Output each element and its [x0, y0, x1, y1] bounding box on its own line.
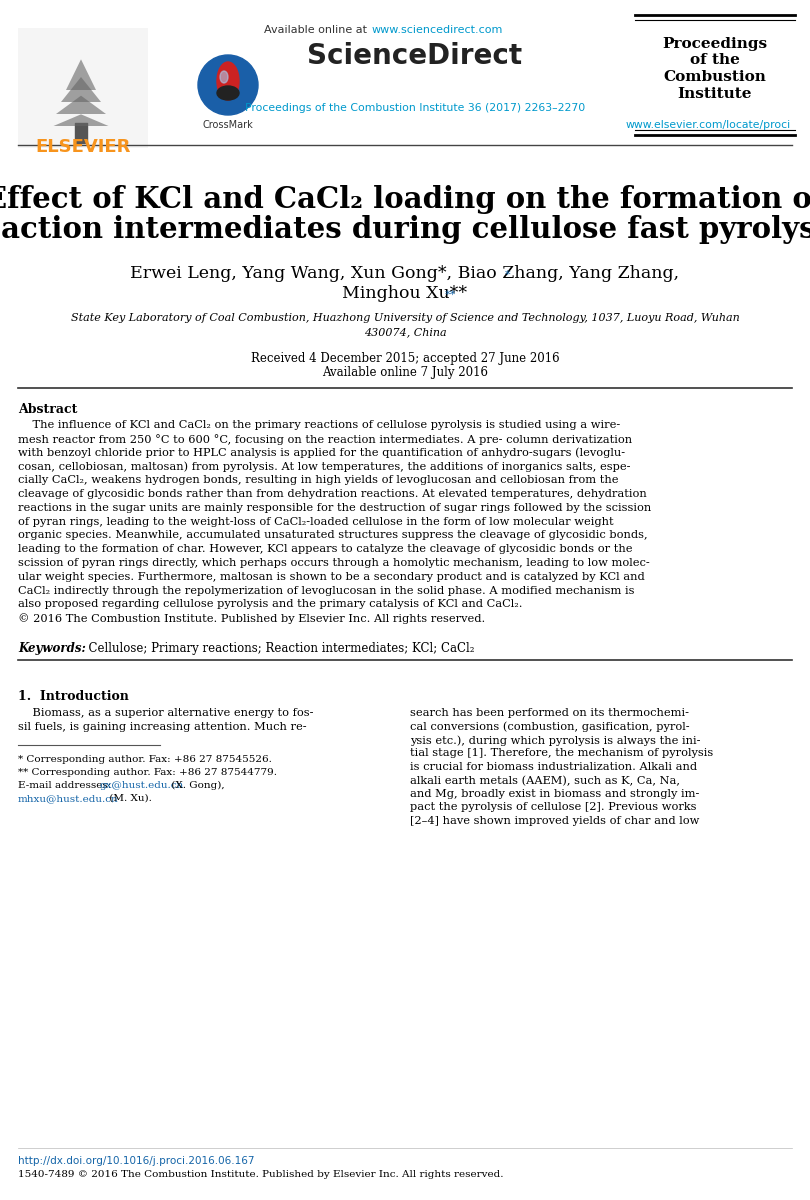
Text: of the: of the	[690, 53, 740, 67]
Text: The influence of KCl and CaCl₂ on the primary reactions of cellulose pyrolysis i: The influence of KCl and CaCl₂ on the pr…	[18, 420, 620, 430]
Polygon shape	[66, 59, 96, 90]
Text: ScienceDirect: ScienceDirect	[308, 42, 522, 70]
Text: Proceedings: Proceedings	[663, 37, 768, 50]
Text: [2–4] have shown improved yields of char and low: [2–4] have shown improved yields of char…	[410, 816, 699, 826]
Text: CaCl₂ indirectly through the repolymerization of levoglucosan in the solid phase: CaCl₂ indirectly through the repolymeriz…	[18, 586, 634, 595]
Text: Combustion: Combustion	[663, 70, 766, 84]
Text: Effect of KCl and CaCl₂ loading on the formation of: Effect of KCl and CaCl₂ loading on the f…	[0, 185, 810, 214]
Text: search has been performed on its thermochemi-: search has been performed on its thermoc…	[410, 708, 689, 718]
Text: alkali earth metals (AAEM), such as K, Ca, Na,: alkali earth metals (AAEM), such as K, C…	[410, 775, 680, 786]
Text: http://dx.doi.org/10.1016/j.proci.2016.06.167: http://dx.doi.org/10.1016/j.proci.2016.0…	[18, 1156, 254, 1166]
Text: Minghou Xu**: Minghou Xu**	[343, 284, 467, 302]
Text: **: **	[445, 290, 455, 300]
Text: pact the pyrolysis of cellulose [2]. Previous works: pact the pyrolysis of cellulose [2]. Pre…	[410, 803, 697, 812]
Ellipse shape	[220, 71, 228, 83]
Text: reaction intermediates during cellulose fast pyrolysis: reaction intermediates during cellulose …	[0, 215, 810, 244]
Text: (X. Gong),: (X. Gong),	[168, 781, 224, 790]
Text: gx@hust.edu.cn: gx@hust.edu.cn	[100, 781, 184, 790]
Text: CrossMark: CrossMark	[202, 120, 254, 130]
Text: E-mail addresses:: E-mail addresses:	[18, 781, 114, 790]
FancyBboxPatch shape	[18, 28, 148, 148]
Text: sil fuels, is gaining increasing attention. Much re-: sil fuels, is gaining increasing attenti…	[18, 721, 307, 732]
Text: Cellulose; Primary reactions; Reaction intermediates; KCl; CaCl₂: Cellulose; Primary reactions; Reaction i…	[81, 642, 475, 655]
Text: and Mg, broadly exist in biomass and strongly im-: and Mg, broadly exist in biomass and str…	[410, 790, 699, 799]
Text: Available online 7 July 2016: Available online 7 July 2016	[322, 366, 488, 379]
Text: reactions in the sugar units are mainly responsible for the destruction of sugar: reactions in the sugar units are mainly …	[18, 503, 651, 512]
Text: mesh reactor from 250 °C to 600 °C, focusing on the reaction intermediates. A pr: mesh reactor from 250 °C to 600 °C, focu…	[18, 433, 632, 445]
Polygon shape	[53, 114, 109, 126]
Text: Erwei Leng, Yang Wang, Xun Gong*, Biao Zhang, Yang Zhang,: Erwei Leng, Yang Wang, Xun Gong*, Biao Z…	[130, 265, 680, 282]
Text: cially CaCl₂, weakens hydrogen bonds, resulting in high yields of levoglucosan a: cially CaCl₂, weakens hydrogen bonds, re…	[18, 475, 619, 485]
Text: organic species. Meanwhile, accumulated unsaturated structures suppress the clea: organic species. Meanwhile, accumulated …	[18, 530, 648, 540]
Text: *: *	[505, 270, 511, 280]
Text: ELSEVIER: ELSEVIER	[36, 138, 130, 156]
Text: Received 4 December 2015; accepted 27 June 2016: Received 4 December 2015; accepted 27 Ju…	[250, 352, 560, 365]
Text: © 2016 The Combustion Institute. Published by Elsevier Inc. All rights reserved.: © 2016 The Combustion Institute. Publish…	[18, 613, 485, 624]
Ellipse shape	[217, 62, 239, 100]
Text: tial stage [1]. Therefore, the mechanism of pyrolysis: tial stage [1]. Therefore, the mechanism…	[410, 749, 714, 758]
Text: www.sciencedirect.com: www.sciencedirect.com	[372, 25, 503, 35]
Circle shape	[198, 55, 258, 115]
Text: cosan, cellobiosan, maltosan) from pyrolysis. At low temperatures, the additions: cosan, cellobiosan, maltosan) from pyrol…	[18, 461, 630, 472]
Text: Institute: Institute	[678, 86, 752, 101]
Polygon shape	[56, 96, 106, 114]
Text: Abstract: Abstract	[18, 403, 78, 416]
Text: 430074, China: 430074, China	[364, 326, 446, 337]
Text: with benzoyl chloride prior to HPLC analysis is applied for the quantification o: with benzoyl chloride prior to HPLC anal…	[18, 448, 625, 458]
Text: also proposed regarding cellulose pyrolysis and the primary catalysis of KCl and: also proposed regarding cellulose pyroly…	[18, 599, 522, 610]
Text: Biomass, as a superior alternative energy to fos-: Biomass, as a superior alternative energ…	[18, 708, 313, 718]
Text: of pyran rings, leading to the weight-loss of CaCl₂-loaded cellulose in the form: of pyran rings, leading to the weight-lo…	[18, 516, 614, 527]
Text: Available online at: Available online at	[263, 25, 370, 35]
Text: scission of pyran rings directly, which perhaps occurs through a homolytic mecha: scission of pyran rings directly, which …	[18, 558, 650, 568]
Text: (M. Xu).: (M. Xu).	[106, 794, 152, 803]
Text: 1.  Introduction: 1. Introduction	[18, 690, 129, 703]
Text: is crucial for biomass industrialization. Alkali and: is crucial for biomass industrialization…	[410, 762, 697, 772]
Text: cleavage of glycosidic bonds rather than from dehydration reactions. At elevated: cleavage of glycosidic bonds rather than…	[18, 490, 646, 499]
Text: Proceedings of the Combustion Institute 36 (2017) 2263–2270: Proceedings of the Combustion Institute …	[245, 103, 585, 113]
Text: www.elsevier.com/locate/proci: www.elsevier.com/locate/proci	[626, 120, 791, 130]
Text: ular weight species. Furthermore, maltosan is shown to be a secondary product an: ular weight species. Furthermore, maltos…	[18, 571, 645, 582]
Polygon shape	[61, 77, 101, 102]
Text: State Key Laboratory of Coal Combustion, Huazhong University of Science and Tech: State Key Laboratory of Coal Combustion,…	[70, 313, 740, 323]
Text: * Corresponding author. Fax: +86 27 87545526.: * Corresponding author. Fax: +86 27 8754…	[18, 755, 272, 764]
Text: 1540-7489 © 2016 The Combustion Institute. Published by Elsevier Inc. All rights: 1540-7489 © 2016 The Combustion Institut…	[18, 1170, 504, 1178]
Ellipse shape	[217, 86, 239, 100]
Text: leading to the formation of char. However, KCl appears to catalyze the cleavage : leading to the formation of char. Howeve…	[18, 545, 633, 554]
Text: mhxu@hust.edu.cn: mhxu@hust.edu.cn	[18, 794, 119, 803]
Text: Keywords:: Keywords:	[18, 642, 86, 655]
Text: ** Corresponding author. Fax: +86 27 87544779.: ** Corresponding author. Fax: +86 27 875…	[18, 768, 277, 778]
Text: ysis etc.), during which pyrolysis is always the ini-: ysis etc.), during which pyrolysis is al…	[410, 734, 701, 745]
Text: cal conversions (combustion, gasification, pyrol-: cal conversions (combustion, gasificatio…	[410, 721, 689, 732]
